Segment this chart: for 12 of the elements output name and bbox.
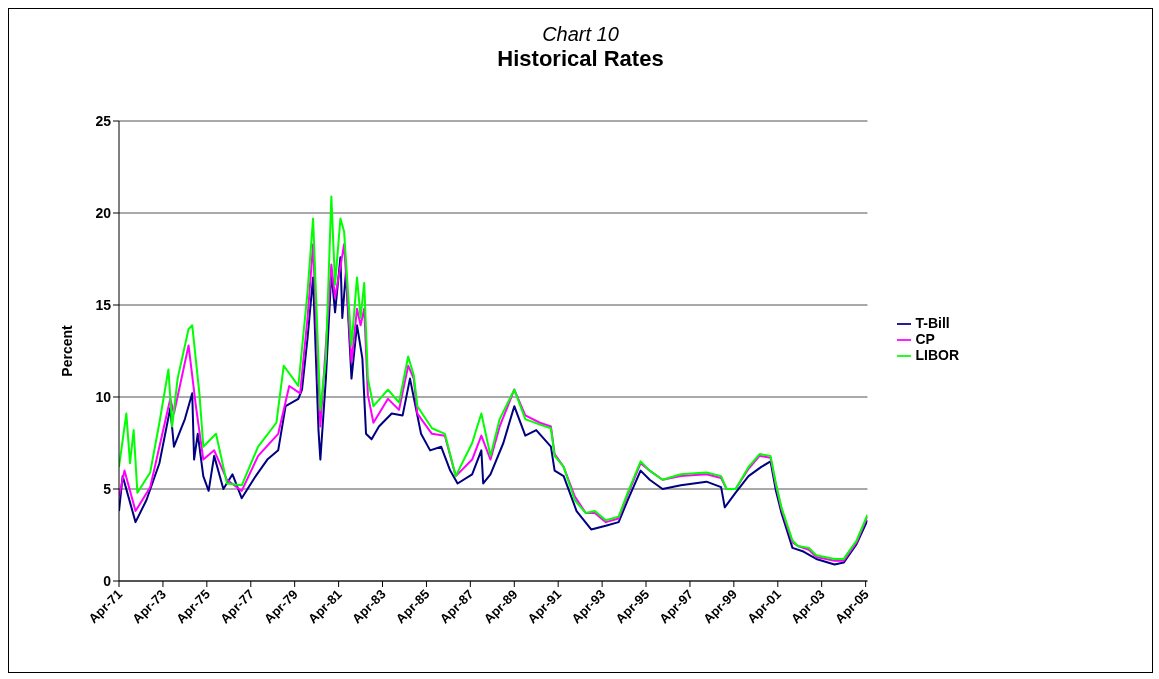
- y-tick-label: 5: [103, 480, 112, 497]
- legend-label: T-Bill: [915, 314, 950, 331]
- chart-title: Historical Rates: [496, 46, 665, 72]
- y-tick-label: 10: [95, 388, 112, 405]
- chart-subtitle: Chart 10: [541, 23, 620, 46]
- y-axis-title: Percent: [58, 324, 75, 377]
- y-tick-label: 20: [95, 204, 112, 221]
- legend-label: CP: [915, 330, 935, 347]
- y-tick-label: 15: [95, 296, 112, 313]
- y-tick-label: 0: [103, 572, 112, 589]
- legend-label: LIBOR: [915, 347, 959, 364]
- y-tick-label: 25: [95, 112, 112, 129]
